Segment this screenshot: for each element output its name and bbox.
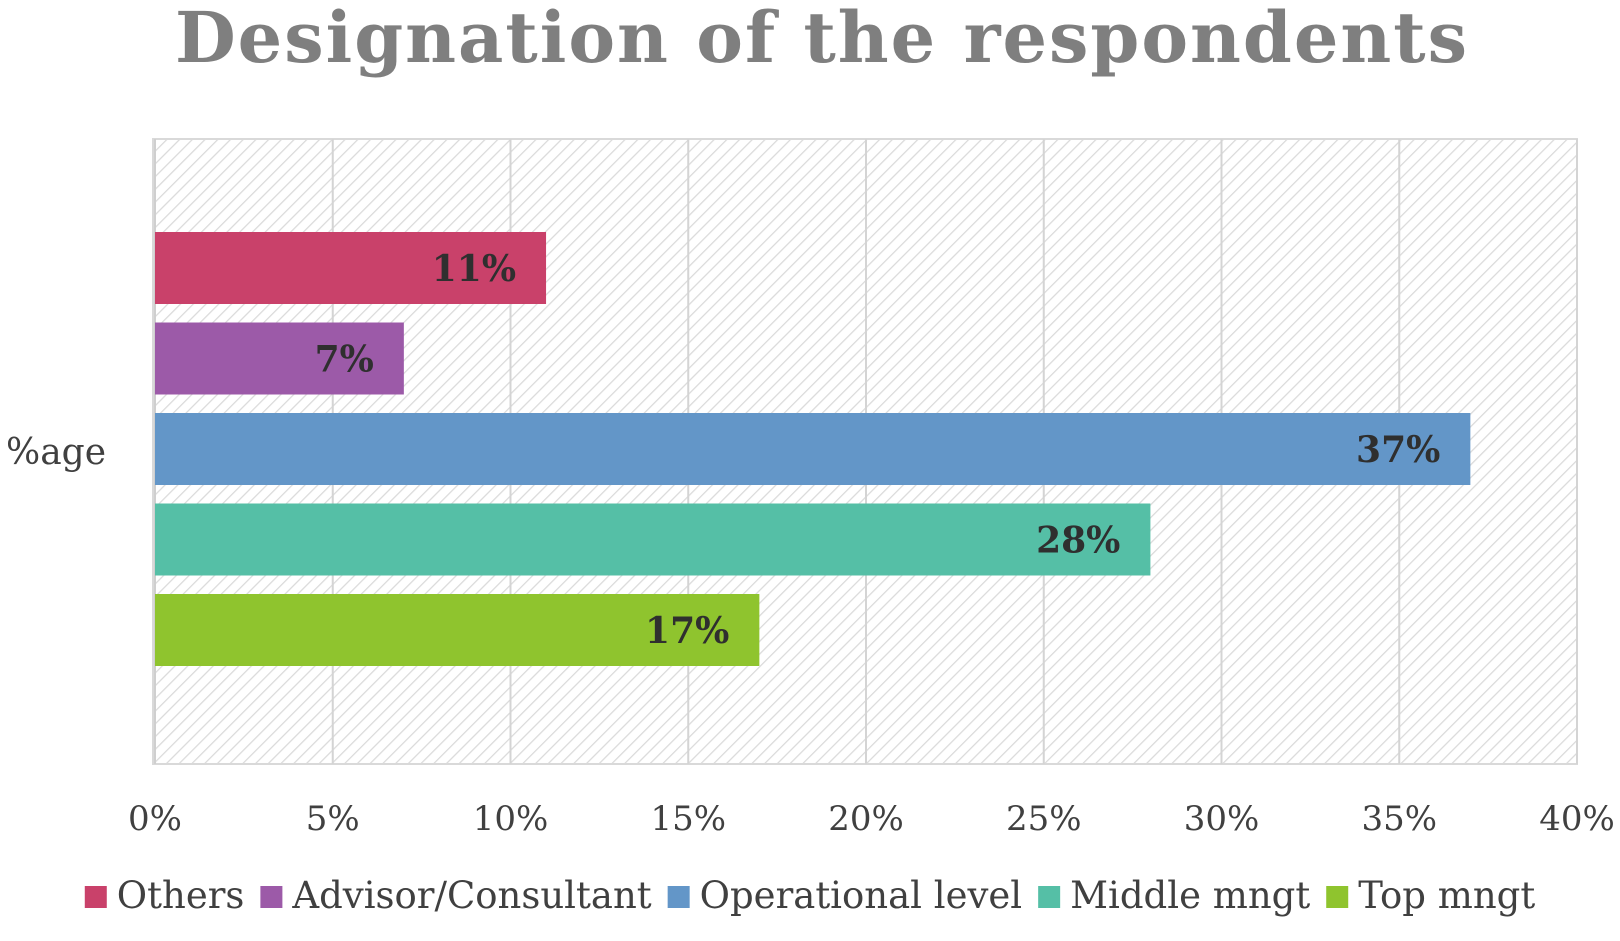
x-tick-label: 20% [828, 799, 904, 839]
x-tick-label: 35% [1361, 799, 1437, 839]
x-tick-label: 5% [306, 799, 360, 839]
data-labels: 11% 7% 37% 28% 17% [315, 248, 1441, 652]
x-tick-label: 15% [650, 799, 726, 839]
x-tick-label: 10% [473, 799, 549, 839]
bars [155, 232, 1471, 666]
legend-swatch [260, 886, 283, 908]
x-tick-label: 25% [1006, 799, 1082, 839]
x-tick-label: 0% [128, 799, 182, 839]
bar-advisor-consultant [155, 322, 404, 395]
data-label: 28% [1036, 520, 1120, 562]
legend-swatch [1038, 886, 1061, 908]
category-label: %age [6, 432, 106, 473]
bar-others [155, 232, 547, 304]
data-label: 11% [432, 248, 516, 290]
legend-label: Middle mngt [1070, 874, 1310, 917]
legend-swatch [84, 886, 107, 908]
data-label: 37% [1356, 429, 1440, 471]
x-tick-label: 30% [1184, 799, 1260, 839]
bar-top-mngt [155, 594, 760, 666]
legend-label: Others [117, 874, 245, 917]
data-label: 7% [315, 339, 374, 381]
data-label: 17% [645, 610, 729, 652]
chart-title: Designation of the respondents [175, 0, 1469, 79]
legend-label: Advisor/Consultant [291, 874, 651, 917]
legend-swatch [667, 886, 690, 908]
legend: Others Advisor/Consultant Operational leve… [84, 874, 1535, 917]
legend-swatch [1326, 886, 1349, 908]
x-tick-label: 40% [1539, 799, 1615, 839]
x-axis-ticks: 0% 5% 10% 15% 20% 25% 30% 35% 40% [128, 799, 1615, 839]
bar-operational-level [155, 413, 1471, 485]
legend-label: Operational level [700, 874, 1023, 917]
bar-middle-mngt [155, 503, 1151, 576]
legend-label: Top mngt [1358, 874, 1535, 917]
